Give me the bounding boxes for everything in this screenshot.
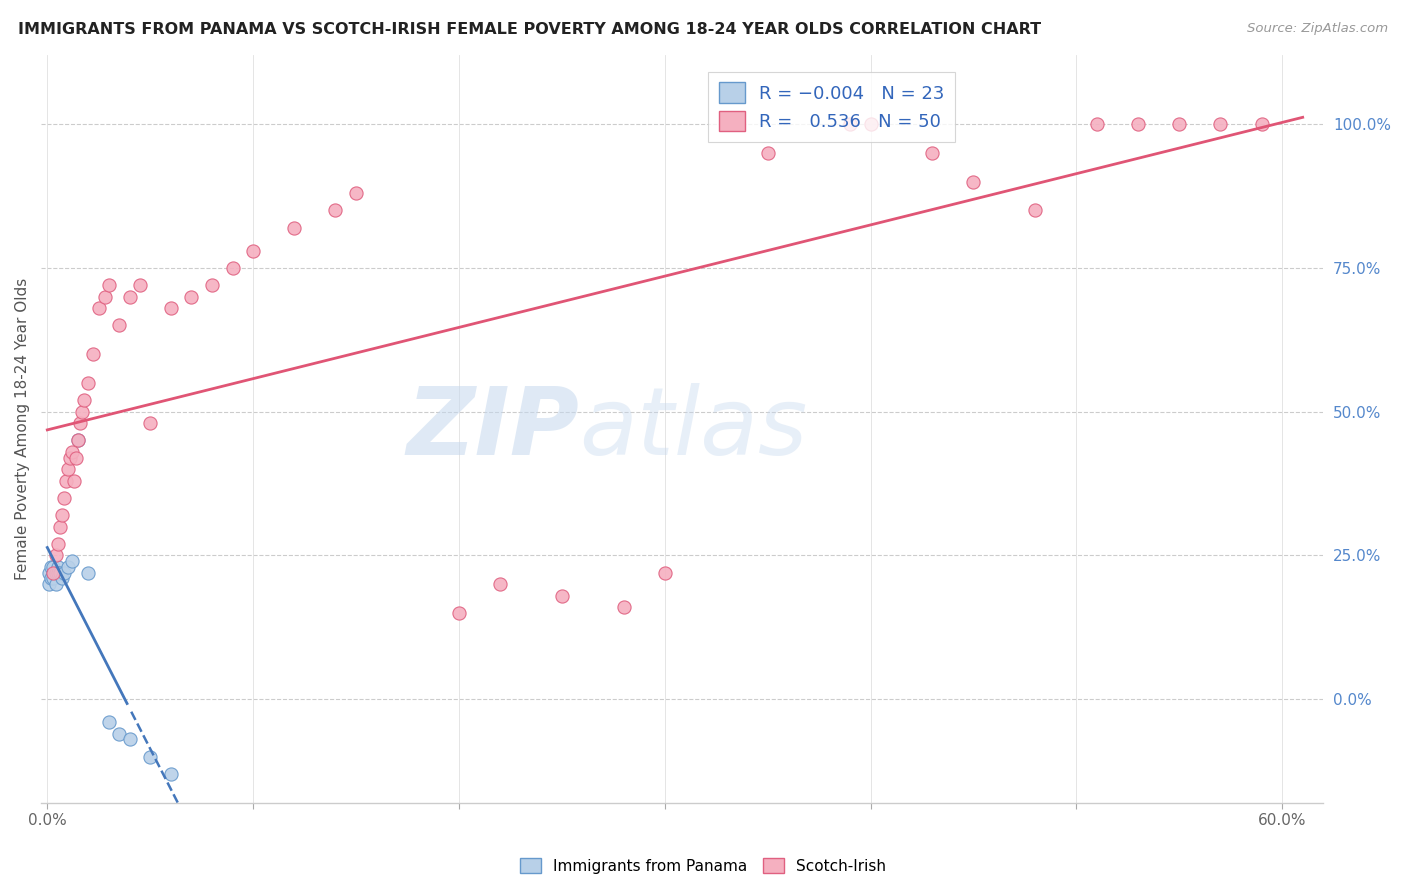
Point: [139, 416, 162, 430]
Point: [1168, 117, 1191, 131]
Point: [118, 290, 141, 304]
Point: [1085, 117, 1108, 131]
Point: [838, 117, 860, 131]
Point: [42, 566, 65, 580]
Legend: Immigrants from Panama, Scotch-Irish: Immigrants from Panama, Scotch-Irish: [513, 852, 893, 880]
Point: [52, 566, 75, 580]
Point: [38, 577, 60, 591]
Point: [139, 749, 162, 764]
Point: [42, 571, 65, 585]
Point: [42, 566, 65, 580]
Point: [77, 376, 100, 390]
Point: [44, 566, 66, 580]
Point: [51, 508, 73, 522]
Point: [1024, 203, 1046, 218]
Point: [41, 571, 63, 585]
Point: [41, 559, 63, 574]
Point: [69, 416, 91, 430]
Point: [48, 519, 70, 533]
Point: [44, 577, 66, 591]
Point: [921, 145, 943, 160]
Point: [60, 554, 83, 568]
Point: [56, 462, 79, 476]
Point: [55, 474, 77, 488]
Text: ZIP: ZIP: [406, 383, 579, 475]
Point: [38, 566, 60, 580]
Point: [612, 600, 634, 615]
Point: [60, 445, 83, 459]
Point: [118, 732, 141, 747]
Point: [65, 450, 87, 465]
Legend: R = −0.004   N = 23, R =   0.536   N = 50: R = −0.004 N = 23, R = 0.536 N = 50: [709, 71, 955, 142]
Point: [756, 145, 779, 160]
Point: [42, 559, 65, 574]
Point: [159, 301, 181, 315]
Point: [73, 393, 96, 408]
Point: [63, 474, 86, 488]
Point: [654, 566, 676, 580]
Point: [716, 117, 738, 131]
Point: [1209, 117, 1232, 131]
Point: [98, 714, 121, 729]
Point: [51, 571, 73, 585]
Point: [447, 606, 470, 620]
Point: [46, 559, 69, 574]
Point: [221, 260, 243, 275]
Point: [82, 347, 104, 361]
Point: [67, 434, 90, 448]
Point: [52, 491, 75, 505]
Point: [108, 726, 131, 740]
Point: [46, 537, 69, 551]
Point: [94, 290, 117, 304]
Point: [67, 434, 90, 448]
Point: [56, 559, 79, 574]
Point: [859, 117, 882, 131]
Point: [201, 278, 224, 293]
Point: [129, 278, 152, 293]
Point: [159, 766, 181, 780]
Point: [1250, 117, 1272, 131]
Point: [489, 577, 512, 591]
Point: [551, 589, 574, 603]
Point: [59, 450, 82, 465]
Point: [46, 566, 69, 580]
Point: [98, 278, 121, 293]
Text: Source: ZipAtlas.com: Source: ZipAtlas.com: [1247, 22, 1388, 36]
Point: [242, 244, 264, 258]
Point: [344, 186, 367, 201]
Point: [77, 566, 100, 580]
Y-axis label: Female Poverty Among 18-24 Year Olds: Female Poverty Among 18-24 Year Olds: [15, 277, 30, 580]
Text: atlas: atlas: [579, 384, 808, 475]
Point: [87, 301, 110, 315]
Point: [48, 566, 70, 580]
Point: [180, 290, 202, 304]
Point: [72, 404, 94, 418]
Point: [44, 549, 66, 563]
Text: IMMIGRANTS FROM PANAMA VS SCOTCH-IRISH FEMALE POVERTY AMONG 18-24 YEAR OLDS CORR: IMMIGRANTS FROM PANAMA VS SCOTCH-IRISH F…: [18, 22, 1042, 37]
Point: [283, 220, 305, 235]
Point: [325, 203, 347, 218]
Point: [108, 318, 131, 333]
Point: [1126, 117, 1149, 131]
Point: [962, 175, 984, 189]
